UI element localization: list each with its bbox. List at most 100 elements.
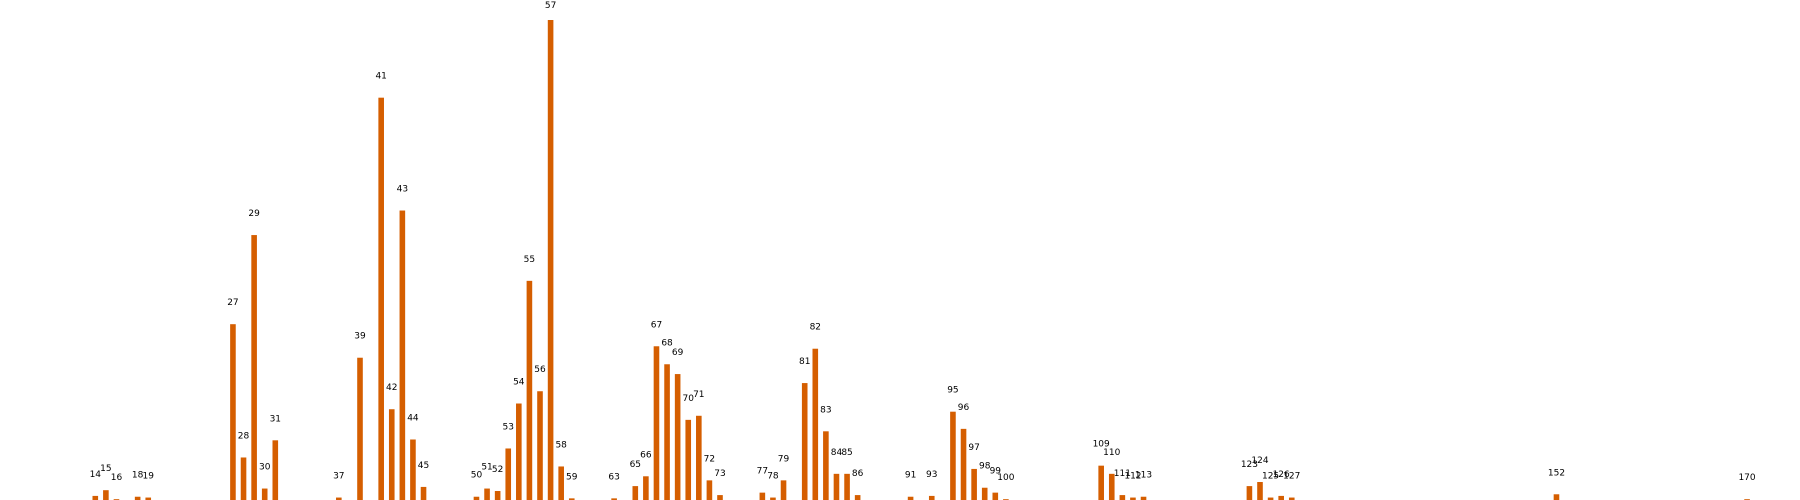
bar-label-53: 53 [503,422,514,432]
bar-label-127: 127 [1283,472,1300,482]
bar-label-58: 58 [555,440,567,450]
bar-28 [240,457,247,500]
bar-67 [653,346,660,500]
bar-123 [1246,486,1253,500]
bar-109 [1098,465,1104,500]
bar-label-43: 43 [397,185,408,195]
bar-99 [992,492,999,500]
bar-152 [1553,494,1560,500]
bar-15 [103,490,109,500]
bar-83 [823,431,829,500]
bar-label-67: 67 [651,320,662,330]
bar-label-91: 91 [905,471,916,481]
bar-label-69: 69 [672,348,684,358]
bar-73 [717,495,723,500]
bar-label-31: 31 [270,414,281,424]
bar-112 [1130,497,1136,500]
bar-label-66: 66 [640,450,652,460]
bar-label-86: 86 [852,469,864,479]
bar-57 [547,20,554,500]
bar-label-72: 72 [704,454,715,464]
bar-51 [484,488,490,500]
bar-126 [1278,495,1284,500]
bar-31 [272,440,279,500]
bar-label-82: 82 [810,323,821,333]
bar-label-29: 29 [248,209,260,219]
bar-30 [261,488,268,500]
bar-54 [516,403,522,500]
bar-72 [706,480,713,500]
bar-27 [230,324,236,500]
bar-29 [251,235,257,500]
bar-78 [770,497,776,500]
bar-86 [854,495,861,500]
bar-label-152: 152 [1548,468,1565,478]
bar-label-97: 97 [968,443,979,453]
bar-label-27: 27 [227,298,238,308]
bar-63 [611,498,617,500]
bar-label-54: 54 [513,378,525,388]
bar-label-50: 50 [471,471,483,481]
bar-label-77: 77 [757,467,768,477]
bar-41 [378,97,384,500]
bar-69 [674,374,681,500]
bar-label-112: 112 [1124,472,1141,482]
bar-label-56: 56 [534,365,546,375]
bar-14 [92,495,99,500]
bar-label-59: 59 [566,472,578,482]
bar-71 [696,415,702,500]
bar-label-100: 100 [997,473,1014,483]
bar-label-79: 79 [778,454,790,464]
bar-18 [134,496,141,500]
bar-label-68: 68 [661,338,673,348]
bar-label-123: 123 [1241,460,1258,470]
bar-label-52: 52 [492,465,503,475]
bar-93 [928,495,935,500]
bar-52 [494,491,501,500]
bar-84 [833,473,840,500]
bar-label-41: 41 [375,72,386,82]
bar-label-73: 73 [714,469,725,479]
bar-label-37: 37 [333,472,344,482]
bar-label-70: 70 [683,394,695,404]
bar-66 [643,476,649,500]
bar-85 [844,473,850,500]
bar-81 [801,383,808,500]
bar-label-110: 110 [1103,448,1120,458]
bar-label-124: 124 [1251,456,1268,466]
bar-label-19: 19 [143,472,155,482]
bar-19 [145,497,152,500]
bar-label-44: 44 [407,413,419,423]
bar-59 [568,498,575,500]
bar-43 [399,210,406,500]
bar-label-15: 15 [100,464,111,474]
bar-65 [632,486,639,500]
bar-label-99: 99 [990,467,1002,477]
bar-68 [664,364,670,500]
bar-111 [1119,495,1126,500]
bar-label-93: 93 [926,470,937,480]
bar-label-109: 109 [1093,440,1110,450]
bar-label-30: 30 [259,463,271,473]
bar-77 [759,492,766,500]
bar-label-16: 16 [111,473,123,483]
bar-95 [950,411,956,500]
bar-label-51: 51 [481,463,492,473]
bar-label-81: 81 [799,357,810,367]
bar-label-63: 63 [608,472,619,482]
bar-37 [336,497,342,500]
bar-125 [1267,497,1274,500]
bar-label-85: 85 [841,448,852,458]
bar-label-113: 113 [1135,471,1152,481]
bar-label-84: 84 [831,448,843,458]
bar-58 [558,466,564,500]
bar-39 [357,357,363,500]
bar-label-39: 39 [354,332,366,342]
bar-96 [960,428,967,500]
bar-113 [1140,496,1147,500]
bar-label-18: 18 [132,471,144,481]
bar-label-126: 126 [1273,470,1290,480]
bar-70 [685,419,692,500]
